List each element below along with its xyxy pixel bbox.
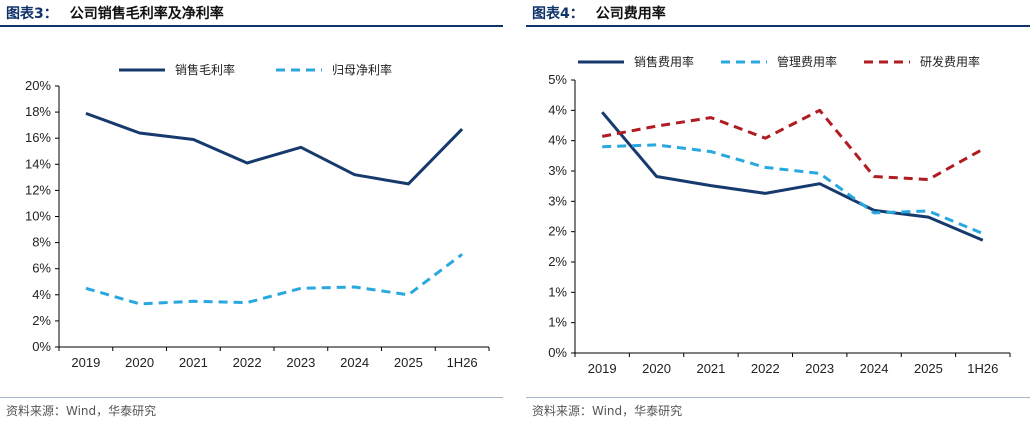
left-chart-legend-label-1: 销售毛利率: [175, 62, 235, 77]
left-title-rule: [0, 25, 503, 27]
right-source-note: 资料来源：Wind，华泰研究: [532, 404, 683, 418]
left-chart-y-tick-label: 0%: [32, 339, 51, 354]
right-chart-y-tick-label: 4%: [548, 133, 567, 148]
left-figure-title-text: 公司销售毛利率及净利率: [69, 6, 224, 22]
left-chart-y-tick-label: 2%: [32, 313, 51, 328]
right-chart-series-2-line: [602, 143, 984, 235]
left-source-note: 资料来源：Wind，华泰研究: [6, 404, 157, 418]
left-figure-label: 图表3：: [6, 6, 58, 22]
right-figure-title-text: 公司费用率: [595, 6, 666, 22]
right-chart-y-tick-label: 0%: [548, 345, 567, 360]
right-chart-x-tick-label: 2020: [642, 361, 671, 376]
right-chart-series-3-line: [601, 108, 984, 181]
right-chart-x-tick-label: 2021: [696, 361, 725, 376]
right-figure-label: 图表4：: [532, 6, 584, 22]
left-chart-series-1-line: [85, 111, 464, 186]
left-chart-legend-label-2: 归母净利率: [332, 62, 392, 77]
right-chart-y-tick-label: 3%: [548, 193, 567, 208]
left-chart-y-tick-label: 10%: [25, 209, 51, 224]
left-chart-y-tick-label: 12%: [25, 182, 51, 197]
left-chart-y-tick-label: 16%: [25, 130, 51, 145]
right-line-chart: 0% 1% 1% 2% 2% 3% 3% 4% 4% 5% 2019 2020 2021 2022 2023…: [548, 54, 1011, 376]
right-figure-title: 图表4： 公司费用率: [532, 3, 666, 23]
right-chart-legend-label-1: 销售费用率: [634, 54, 694, 69]
right-chart-legend-label-3: 研发费用率: [920, 54, 980, 69]
right-chart-x-tick-label: 2019: [588, 361, 617, 376]
right-chart-y-tick-label: 1%: [548, 284, 567, 299]
right-chart-x-tick-label: 2024: [860, 361, 889, 376]
right-chart-y-tick-label: 1%: [548, 315, 567, 330]
left-chart-y-tick-label: 4%: [32, 287, 51, 302]
right-chart-y-tick-label: 2%: [548, 224, 567, 239]
right-chart-y-tick-label: 3%: [548, 163, 567, 178]
left-chart-x-tick-label: 2020: [125, 355, 154, 370]
right-chart-y-tick-label: 5%: [548, 72, 567, 87]
right-chart-series-1-line: [601, 111, 984, 242]
right-chart-x-tick-label: 2023: [805, 361, 834, 376]
left-chart-x-tick-label: 2021: [179, 355, 208, 370]
left-chart-y-tick-label: 14%: [25, 156, 51, 171]
right-chart-panel: 图表4： 公司费用率 0% 1% 1% 2% 2% 3% 3% 4% 4% 5% 2019 2020 20…: [526, 0, 1030, 423]
left-chart-x-tick-label: 2023: [286, 355, 315, 370]
right-chart-x-tick-label: 2025: [914, 361, 943, 376]
left-line-chart: 0% 2% 4% 6% 8% 10% 12% 14% 16% 18% 20% 2019 2020 2021…: [25, 62, 490, 370]
left-chart-x-tick-label: 2019: [71, 355, 100, 370]
left-chart-y-tick-label: 18%: [25, 104, 51, 119]
left-figure-title: 图表3： 公司销售毛利率及净利率: [6, 3, 224, 23]
left-chart-series-2-line: [85, 253, 464, 306]
left-source-rule: [0, 397, 503, 398]
right-title-rule: [526, 25, 1030, 27]
right-chart-legend-label-2: 管理费用率: [777, 54, 837, 69]
left-chart-y-tick-label: 8%: [32, 235, 51, 250]
left-chart-x-tick-label: 2025: [394, 355, 423, 370]
left-chart-panel: 图表3： 公司销售毛利率及净利率 0% 2% 4% 6% 8% 10% 12% 14% 16% 18…: [0, 0, 503, 423]
left-chart-x-tick-label: 1H26: [447, 355, 478, 370]
left-chart-x-tick-label: 2022: [233, 355, 262, 370]
right-chart-y-tick-label: 4%: [548, 102, 567, 117]
right-chart-y-tick-label: 2%: [548, 254, 567, 269]
right-chart-x-tick-label: 2022: [751, 361, 780, 376]
right-chart-x-tick-label: 1H26: [967, 361, 998, 376]
left-chart-y-tick-label: 6%: [32, 261, 51, 276]
left-chart-y-tick-label: 20%: [25, 78, 51, 93]
right-source-rule: [526, 397, 1030, 398]
left-chart-x-tick-label: 2024: [340, 355, 369, 370]
